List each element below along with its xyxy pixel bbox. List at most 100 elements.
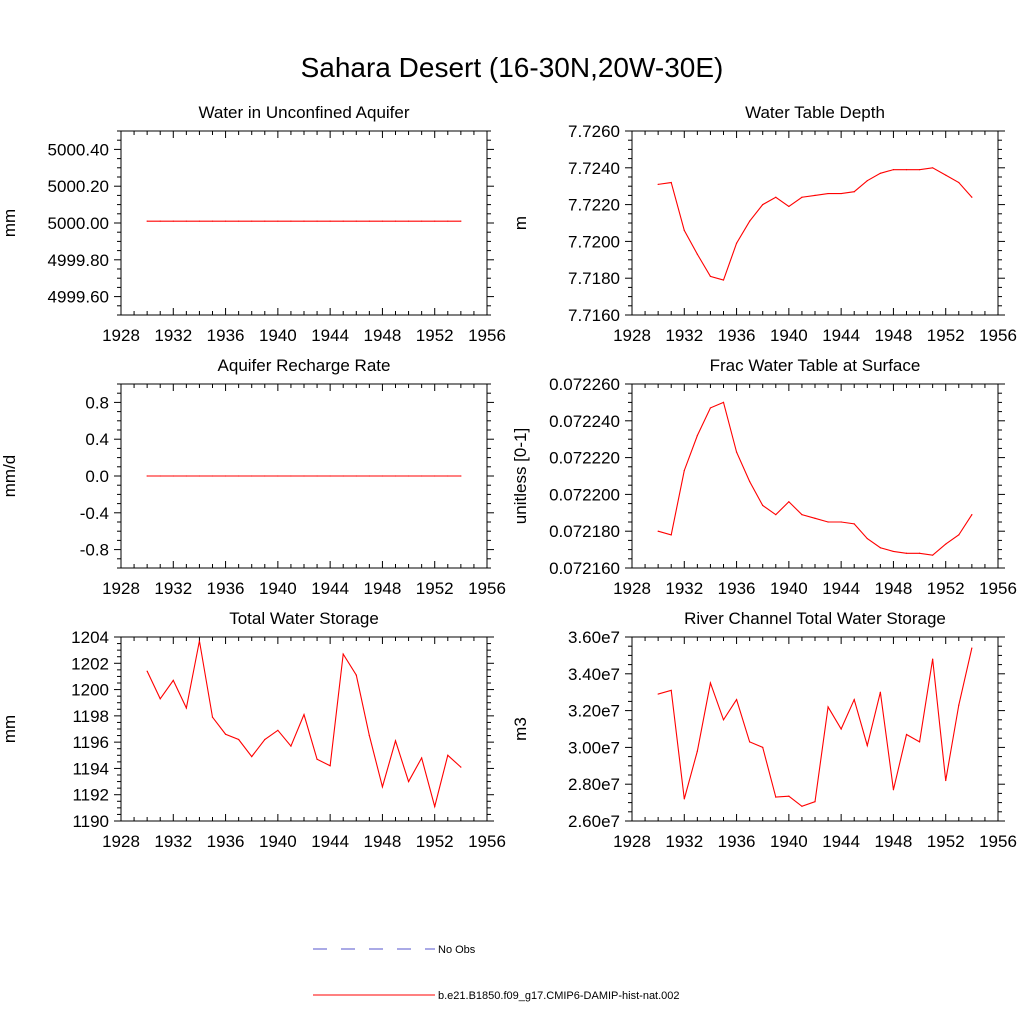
data-point (198, 220, 201, 222)
data-point (814, 194, 816, 196)
data-point (945, 779, 947, 782)
data-point (434, 475, 436, 477)
data-point (801, 805, 803, 807)
data-point (866, 180, 868, 182)
y-tick-label: -0.8 (80, 541, 109, 560)
x-tick-label: 1948 (364, 579, 402, 598)
data-point (892, 550, 895, 553)
data-point (238, 220, 240, 222)
data-point (827, 192, 829, 195)
y-axis-label: mm (0, 715, 19, 743)
y-tick-label: -0.4 (80, 504, 109, 523)
legend-label-no-obs: No Obs (438, 944, 476, 956)
x-tick-label: 1956 (468, 579, 506, 598)
x-tick-label: 1932 (665, 326, 703, 345)
x-tick-label: 1928 (102, 579, 140, 598)
data-point (971, 196, 973, 198)
data-point (722, 401, 725, 403)
x-tick-label: 1944 (822, 579, 860, 598)
data-point (290, 220, 292, 222)
chart-title: Total Water Storage (229, 609, 379, 628)
data-point (853, 191, 855, 193)
y-tick-label: 0.4 (85, 430, 109, 449)
data-point (801, 196, 803, 198)
y-tick-label: 0.072160 (549, 559, 620, 578)
chart-panel-5: Total Water Storage mm 1928 1932 1936 1940 194… (0, 609, 506, 851)
data-point (892, 169, 895, 171)
x-tick-label: 1944 (822, 832, 860, 851)
data-point (460, 766, 462, 768)
x-tick-label: 1952 (416, 579, 454, 598)
data-point (879, 691, 881, 693)
data-point (264, 220, 266, 222)
x-tick-label: 1928 (613, 832, 651, 851)
data-point (394, 475, 397, 477)
x-tick-label: 1948 (364, 832, 402, 851)
x-tick-label: 1928 (102, 832, 140, 851)
data-point (394, 740, 397, 742)
data-point (211, 716, 214, 718)
legend: No Obs b.e21.B1850.f09_g17.CMIP6-DAMIP-h… (313, 944, 680, 1002)
data-point (827, 521, 829, 523)
data-point (185, 220, 187, 222)
y-tick-label: 1198 (72, 707, 109, 726)
figure-title: Sahara Desert (16-30N,20W-30E) (300, 52, 724, 83)
data-point (303, 220, 305, 222)
x-tick-label: 1932 (154, 579, 192, 598)
data-point (355, 674, 357, 676)
x-tick-label: 1944 (822, 326, 860, 345)
data-point (303, 713, 305, 716)
data-point (407, 475, 410, 477)
x-tick-label: 1952 (927, 832, 965, 851)
x-tick-label: 1952 (416, 832, 454, 851)
x-tick-label: 1956 (979, 832, 1017, 851)
data-point (788, 205, 790, 208)
data-point (224, 475, 227, 477)
data-point (905, 733, 908, 736)
data-point (146, 475, 148, 477)
data-point (198, 640, 201, 642)
data-point (709, 407, 712, 409)
legend-entry-no-obs: No Obs (313, 944, 476, 956)
data-point (971, 514, 973, 516)
y-tick-label: 2.80e7 (568, 775, 620, 794)
x-tick-label: 1928 (613, 326, 651, 345)
x-tick-label: 1936 (718, 579, 756, 598)
x-tick-label: 1940 (770, 326, 808, 345)
data-point (683, 798, 685, 800)
chart-panel-4: Frac Water Table at Surface unitless [0-1… (511, 356, 1017, 598)
data-point (827, 706, 829, 708)
data-point (224, 220, 227, 222)
x-tick-label: 1944 (311, 579, 349, 598)
data-point (670, 534, 672, 536)
data-point (958, 534, 960, 536)
data-point (762, 204, 764, 206)
data-point (211, 220, 214, 222)
data-point (749, 480, 751, 483)
data-point (172, 475, 174, 477)
data-point (329, 765, 331, 767)
x-tick-label: 1948 (875, 326, 913, 345)
data-point (879, 547, 881, 549)
x-tick-label: 1936 (207, 832, 245, 851)
data-point (840, 521, 842, 523)
chart-title: River Channel Total Water Storage (684, 609, 946, 628)
y-tick-label: 1196 (72, 733, 109, 752)
data-point (945, 543, 947, 545)
data-point (290, 745, 292, 747)
data-point (421, 475, 423, 477)
y-axis-label: unitless [0-1] (511, 428, 530, 524)
data-point (316, 475, 318, 477)
data-point (735, 242, 738, 244)
data-point (159, 475, 161, 477)
data-point (277, 220, 279, 222)
chart-panel-1: Water in Unconfined Aquifer mm 1928 1932 193… (0, 103, 506, 345)
data-point (722, 279, 725, 281)
plot-frame (120, 636, 488, 822)
data-point (264, 475, 266, 477)
data-point (762, 746, 764, 749)
chart-panels: Water in Unconfined Aquifer mm 1928 1932 193… (0, 103, 1017, 851)
plot-frame (120, 130, 488, 316)
y-axis-label: m (511, 216, 530, 230)
series-line-1 (657, 647, 973, 807)
